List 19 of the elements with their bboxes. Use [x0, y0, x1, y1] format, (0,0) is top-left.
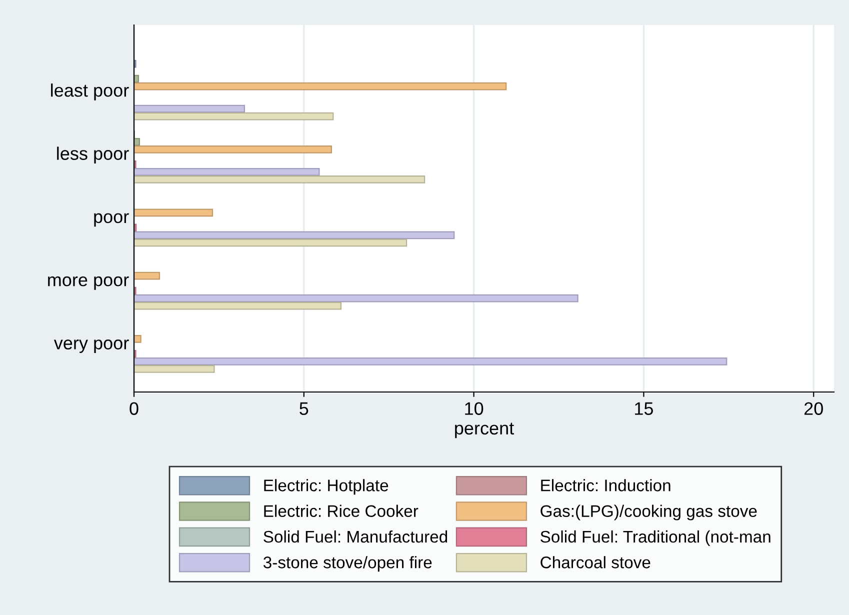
x-tick-label: 20	[804, 402, 823, 415]
x-tick-label: 0	[130, 402, 138, 415]
legend-label: Charcoal stove	[540, 556, 650, 568]
legend-label: Solid Fuel: Traditional (not-man	[540, 530, 770, 546]
y-tick-label: poor	[94, 213, 129, 227]
y-tick-label: very poor	[54, 340, 129, 354]
legend-label: Solid Fuel: Manufactured	[264, 530, 448, 543]
legend-label: Electric: Rice Cooker	[264, 504, 418, 518]
y-tick-label: less poor	[57, 146, 129, 164]
legend-label: 3-stone stove/open fire	[263, 556, 432, 572]
x-tick-label: 15	[635, 402, 653, 415]
y-tick-label: more poor	[48, 276, 129, 290]
x-axis-title: percent	[455, 422, 514, 438]
y-tick-label: least poor	[51, 84, 129, 100]
x-tick-label: 5	[300, 402, 308, 415]
legend-label: Gas:(LPG)/cooking gas stove	[540, 504, 757, 520]
legend-label: Electric: Induction	[541, 479, 670, 492]
x-tick-label: 10	[465, 402, 484, 415]
legend-label: Electric: Hotplate	[264, 479, 388, 495]
